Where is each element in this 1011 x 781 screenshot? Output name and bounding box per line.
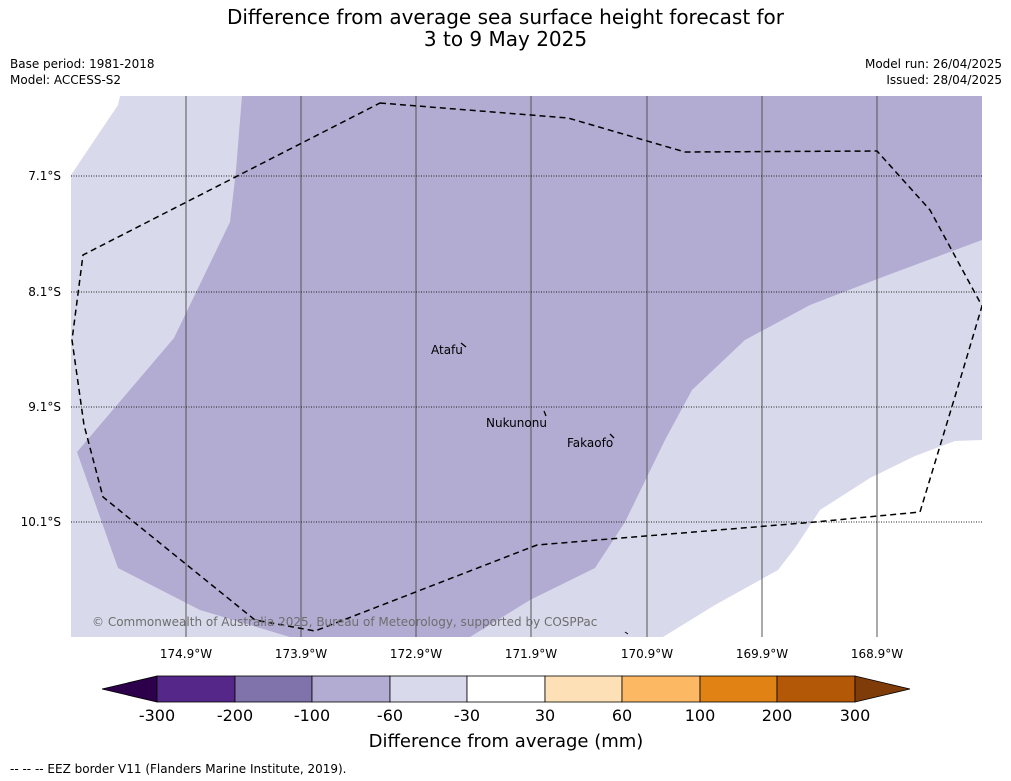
colorbar-segment (776, 675, 856, 703)
colorbar-segment (466, 675, 546, 703)
colorbar-segment (544, 675, 623, 703)
title-line-1: Difference from average sea surface heig… (226, 5, 785, 29)
lon-label: 169.9°W (736, 647, 788, 661)
colorbar-label: Difference from average (mm) (369, 731, 644, 752)
map-area: Atafu Nukunonu Fakaofo © Commonwealth of… (71, 96, 982, 637)
meridians (185, 96, 878, 637)
lon-label: 170.9°W (621, 647, 673, 661)
colorbar-segment (311, 675, 391, 703)
lon-label: 172.9°W (390, 647, 442, 661)
place-label-fakaofo: Fakaofo (567, 436, 613, 450)
fakaofo-island (609, 433, 615, 439)
legend-eez-note: -- -- -- EEZ border V11 (Flanders Marine… (10, 762, 347, 776)
meta-right: Model run: 26/04/2025 Issued: 28/04/2025 (865, 56, 1002, 88)
nukunonu-island (543, 410, 547, 417)
colorbar-segment (699, 675, 778, 703)
colorbar-segment (156, 675, 236, 703)
lat-label: 9.1°S (28, 400, 61, 414)
issued-date: Issued: 28/04/2025 (886, 73, 1002, 87)
base-period: Base period: 1981-2018 (10, 57, 155, 71)
map-title: Difference from average sea surface heig… (0, 6, 1011, 50)
colorbar-tick-label: 100 (685, 706, 716, 725)
lat-label: 8.1°S (28, 285, 61, 299)
place-label-atafu: Atafu (431, 343, 463, 357)
colorbar-extend-high (854, 675, 911, 703)
colorbar-tick-label: 30 (535, 706, 555, 725)
colorbar-tick-label: -100 (294, 706, 330, 725)
map-tick-mark (624, 631, 629, 635)
longitude-labels: 174.9°W 173.9°W 172.9°W 171.9°W 170.9°W … (160, 647, 903, 661)
lon-label: 174.9°W (160, 647, 212, 661)
title-line-2: 3 to 9 May 2025 (423, 27, 588, 51)
colorbar-segment (389, 675, 468, 703)
colorbar-tick-label: -60 (377, 706, 403, 725)
colorbar: -300 -200 -100 -60 -30 30 60 100 200 300… (101, 675, 911, 752)
colorbar-tick-label: 200 (762, 706, 793, 725)
colorbar-tick-label: 60 (612, 706, 632, 725)
lon-label: 168.9°W (851, 647, 903, 661)
atafu-island (460, 342, 467, 348)
model-name: Model: ACCESS-S2 (10, 73, 122, 87)
place-label-nukunonu: Nukunonu (486, 416, 547, 430)
lon-label: 171.9°W (505, 647, 557, 661)
colorbar-tick-label: 300 (840, 706, 871, 725)
colorbar-tick-label: -200 (217, 706, 253, 725)
colorbar-ticks: -300 -200 -100 -60 -30 30 60 100 200 300 (139, 706, 870, 725)
colorbar-extend-low (101, 675, 158, 703)
meta-left: Base period: 1981-2018 Model: ACCESS-S2 (10, 56, 155, 88)
model-run: Model run: 26/04/2025 (864, 57, 1002, 71)
lat-label: 7.1°S (28, 169, 61, 183)
anomaly-zone-medium (77, 96, 982, 637)
parallels (71, 175, 982, 523)
colorbar-segment (621, 675, 701, 703)
colorbar-segment (234, 675, 313, 703)
latitude-labels: 7.1°S 8.1°S 9.1°S 10.1°S (21, 169, 61, 529)
lon-label: 173.9°W (275, 647, 327, 661)
copyright-notice: © Commonwealth of Australia 2025, Bureau… (92, 615, 597, 629)
lat-label: 10.1°S (21, 515, 61, 529)
colorbar-tick-label: -30 (454, 706, 480, 725)
eez-border (71, 102, 982, 632)
colorbar-tick-label: -300 (139, 706, 175, 725)
